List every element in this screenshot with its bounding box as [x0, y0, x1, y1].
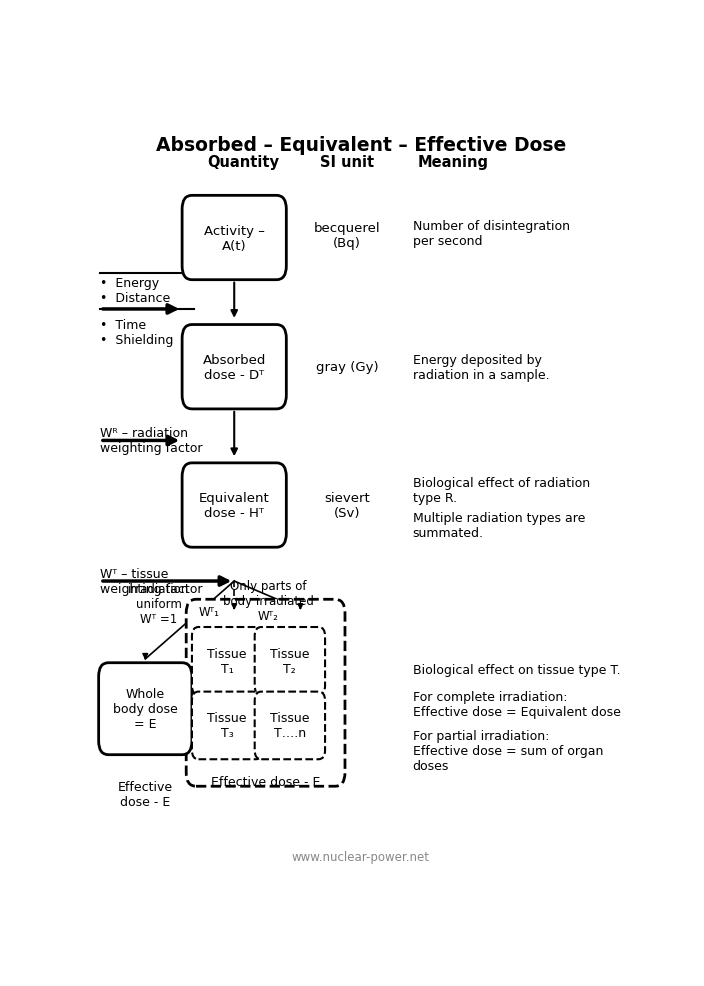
Text: Number of disintegration
per second: Number of disintegration per second — [413, 220, 570, 247]
Text: www.nuclear-power.net: www.nuclear-power.net — [291, 850, 430, 863]
Text: Wᴿ – radiation
weighting factor: Wᴿ – radiation weighting factor — [100, 427, 203, 455]
Text: Quantity: Quantity — [208, 155, 279, 170]
Text: Only parts of
body irradiated
Wᵀ₂: Only parts of body irradiated Wᵀ₂ — [222, 579, 313, 622]
Text: Effective
dose - E: Effective dose - E — [118, 780, 173, 808]
Text: becquerel
(Bq): becquerel (Bq) — [314, 222, 380, 250]
Text: Activity –
A(t): Activity – A(t) — [203, 224, 265, 252]
FancyBboxPatch shape — [182, 325, 287, 409]
Text: Tissue
T….n: Tissue T….n — [270, 712, 310, 740]
Text: Absorbed – Equivalent – Effective Dose: Absorbed – Equivalent – Effective Dose — [156, 135, 566, 155]
FancyBboxPatch shape — [255, 627, 325, 695]
Text: For complete irradiation:
Effective dose = Equivalent dose: For complete irradiation: Effective dose… — [413, 690, 620, 719]
FancyBboxPatch shape — [192, 627, 263, 695]
Text: Energy deposited by
radiation in a sample.: Energy deposited by radiation in a sampl… — [413, 353, 549, 382]
FancyBboxPatch shape — [99, 663, 192, 755]
Text: Whole
body dose
= E: Whole body dose = E — [113, 687, 177, 731]
FancyBboxPatch shape — [182, 463, 287, 547]
Text: Meaning: Meaning — [418, 155, 489, 170]
FancyBboxPatch shape — [192, 692, 263, 759]
Text: Equivalent
dose - Hᵀ: Equivalent dose - Hᵀ — [199, 492, 270, 520]
Text: For partial irradiation:
Effective dose = sum of organ
doses: For partial irradiation: Effective dose … — [413, 730, 603, 772]
Text: Multiple radiation types are
summated.: Multiple radiation types are summated. — [413, 512, 585, 539]
Text: Effective dose - E: Effective dose - E — [210, 775, 320, 789]
Text: Wᵀ – tissue
weighting factor: Wᵀ – tissue weighting factor — [100, 568, 203, 596]
Text: •  Time
•  Shielding: • Time • Shielding — [100, 318, 173, 346]
Text: Biological effect of radiation
type R.: Biological effect of radiation type R. — [413, 476, 590, 504]
Text: irradiation
uniform
Wᵀ =1: irradiation uniform Wᵀ =1 — [128, 583, 189, 626]
Text: Tissue
T₃: Tissue T₃ — [208, 712, 247, 740]
Text: Tissue
T₂: Tissue T₂ — [270, 647, 310, 675]
Text: sievert
(Sv): sievert (Sv) — [325, 492, 370, 520]
Text: Biological effect on tissue type T.: Biological effect on tissue type T. — [413, 664, 620, 676]
Text: •  Energy
•  Distance: • Energy • Distance — [100, 277, 170, 305]
FancyBboxPatch shape — [187, 599, 345, 787]
FancyBboxPatch shape — [255, 692, 325, 759]
Text: Tissue
T₁: Tissue T₁ — [208, 647, 247, 675]
Text: Absorbed
dose - Dᵀ: Absorbed dose - Dᵀ — [203, 353, 266, 382]
Text: Wᵀ₁: Wᵀ₁ — [199, 605, 220, 618]
Text: SI unit: SI unit — [320, 155, 375, 170]
FancyBboxPatch shape — [182, 196, 287, 280]
Text: gray (Gy): gray (Gy) — [316, 361, 379, 374]
